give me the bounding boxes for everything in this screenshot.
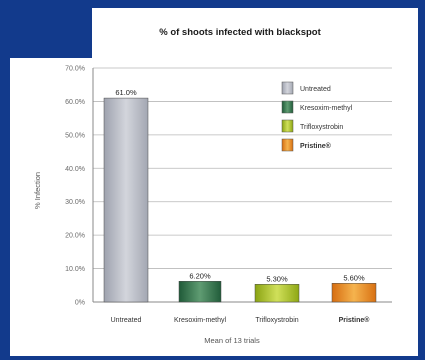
y-tick-labels: 0% 10.0% 20.0% 30.0% 40.0% 50.0% 60.0% 70.0%	[65, 66, 85, 307]
legend-swatch	[281, 81, 294, 95]
corner-band	[0, 0, 92, 58]
data-label: 61.0%	[115, 88, 137, 97]
y-tick-label: 0%	[75, 300, 85, 307]
bar	[331, 283, 377, 303]
legend: Untreated Kresoxim-methyl Trifloxystrobin P…	[281, 81, 353, 152]
y-tick-label: 70.0%	[65, 66, 85, 73]
category-label: Pristine®	[339, 316, 371, 324]
bar	[103, 97, 149, 303]
legend-entry: Kresoxim-methyl	[300, 105, 353, 112]
data-labels: 61.0% 6.20% 5.30% 5.60%	[115, 88, 365, 283]
legend-entry: Untreated	[300, 86, 331, 93]
y-tick-label: 60.0%	[65, 99, 85, 106]
category-labels: Untreated Kresoxim-methyl Trifloxystrobin P…	[111, 316, 371, 324]
legend-entry: Pristine®	[300, 142, 332, 150]
category-label: Untreated	[111, 317, 142, 324]
bar	[178, 281, 222, 303]
data-label: 5.60%	[343, 273, 365, 282]
category-label: Trifloxystrobin	[255, 317, 298, 324]
category-label: Kresoxim-methyl	[174, 317, 227, 324]
legend-entry: Trifloxystrobin	[300, 124, 343, 131]
x-axis-label: Mean of 13 trials	[204, 336, 260, 345]
bars	[103, 97, 377, 303]
chart-title: % of shoots infected with blackspot	[159, 27, 321, 38]
y-tick-label: 50.0%	[65, 132, 85, 139]
y-tick-label: 20.0%	[65, 233, 85, 240]
y-tick-label: 30.0%	[65, 199, 85, 206]
bar	[254, 284, 300, 303]
data-label: 5.30%	[266, 274, 288, 283]
data-label: 6.20%	[189, 271, 211, 280]
y-axis-label: % Infection	[33, 172, 42, 209]
legend-swatch	[281, 119, 294, 133]
legend-swatch	[281, 138, 294, 152]
y-tick-label: 10.0%	[65, 266, 85, 273]
y-tick-label: 40.0%	[65, 166, 85, 173]
legend-swatch	[281, 100, 294, 114]
